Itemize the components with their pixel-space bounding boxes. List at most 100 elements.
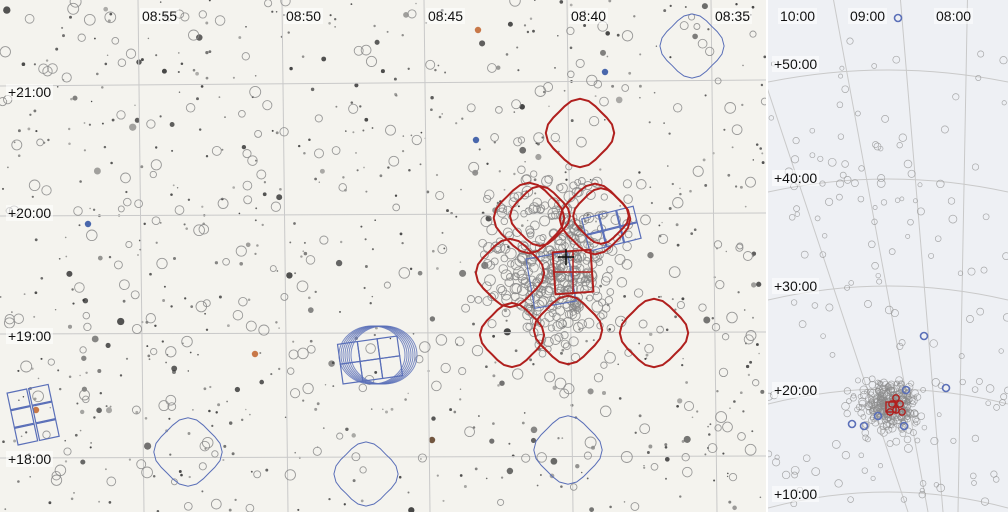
catalog-circle — [638, 319, 648, 329]
catalog-circle — [454, 336, 465, 347]
catalog-circle — [682, 466, 693, 478]
inset-catalog-circle — [857, 195, 865, 203]
star — [214, 261, 219, 265]
catalog-circle — [500, 217, 509, 226]
catalog-circle — [338, 183, 347, 192]
star — [173, 257, 176, 260]
catalog-circle — [583, 451, 592, 460]
catalog-circle — [487, 63, 497, 73]
star — [169, 122, 175, 127]
inset-catalog-circle — [886, 440, 894, 448]
star — [565, 178, 568, 181]
inset-catalog-circle — [841, 85, 849, 93]
catalog-circle — [679, 21, 689, 31]
star — [674, 308, 677, 311]
star — [532, 29, 535, 33]
star — [648, 444, 653, 449]
star — [125, 190, 128, 194]
inset-catalog-circle — [877, 463, 884, 469]
catalog-circle — [622, 179, 632, 189]
catalog-circle — [590, 229, 602, 241]
inset-catalog-circle — [843, 387, 852, 395]
star — [289, 66, 293, 71]
catalog-circle — [458, 367, 467, 376]
inset-catalog-circle — [836, 179, 845, 188]
catalog-circle — [572, 322, 584, 333]
catalog-circle — [517, 136, 526, 144]
star — [561, 437, 564, 439]
star — [741, 103, 744, 107]
star — [80, 459, 86, 465]
inset-catalog-circle — [947, 197, 956, 205]
inset-observation-marker — [888, 400, 896, 408]
catalog-circle — [760, 97, 766, 106]
star — [105, 405, 108, 408]
catalog-circle — [554, 302, 562, 310]
star — [49, 406, 52, 409]
star — [162, 299, 166, 302]
star — [618, 397, 622, 400]
inset-catalog-circle — [976, 307, 985, 316]
inset-catalog-circle — [992, 476, 1000, 483]
coordinate-grid — [0, 0, 766, 512]
inset-catalog-circle — [877, 426, 886, 435]
inset-catalog-circle — [985, 384, 995, 393]
catalog-circle — [606, 323, 616, 333]
catalog-circle — [522, 309, 534, 321]
inset-catalog-circle — [843, 409, 851, 418]
star — [138, 239, 141, 242]
inset-sky-view[interactable]: 10:00 09:00 08:00 +50:00 +40:00 +30:00 +… — [768, 0, 1008, 512]
star — [97, 255, 103, 261]
catalog-circle — [41, 185, 52, 196]
catalog-circle — [319, 235, 329, 245]
observation-region — [544, 97, 616, 169]
star — [759, 147, 762, 150]
star — [177, 52, 180, 54]
inset-catalog-circle — [876, 398, 884, 405]
star — [196, 34, 203, 41]
star — [177, 70, 180, 74]
star — [653, 91, 656, 94]
star — [35, 130, 38, 133]
star — [455, 122, 458, 125]
star — [107, 19, 111, 23]
inset-catalog-circle — [896, 142, 903, 149]
star — [594, 95, 597, 98]
inset-catalog-circle — [934, 235, 942, 242]
star — [496, 65, 501, 70]
catalog-circle — [576, 136, 587, 148]
catalog-circle — [461, 303, 471, 313]
catalog-circle — [557, 182, 568, 194]
star — [570, 119, 574, 123]
catalog-circle — [106, 476, 117, 487]
catalog-circle — [510, 292, 520, 302]
inset-catalog-circle — [825, 303, 834, 312]
star — [247, 298, 251, 302]
main-sky-view[interactable]: 08:55 08:50 08:45 08:40 08:35 +21:00 +20… — [0, 0, 766, 512]
star — [608, 328, 611, 331]
catalog-circle — [256, 169, 267, 180]
star — [125, 357, 129, 360]
star — [217, 403, 221, 407]
star — [409, 267, 413, 271]
star — [506, 467, 514, 475]
catalog-circle — [83, 13, 96, 26]
star — [278, 367, 281, 371]
catalog-circle — [174, 205, 185, 215]
star — [72, 95, 78, 101]
catalog-circle — [198, 224, 210, 235]
star — [192, 68, 196, 72]
star — [401, 33, 404, 37]
star — [221, 148, 224, 151]
inset-catalog-circle — [985, 400, 991, 406]
star — [523, 24, 527, 27]
catalog-circle — [528, 262, 539, 273]
star — [371, 248, 374, 251]
inset-catalog-circle — [869, 407, 874, 413]
bright-star — [84, 220, 92, 228]
star — [526, 30, 530, 34]
star — [195, 71, 199, 76]
catalog-circle — [32, 390, 44, 403]
catalog-circle — [419, 341, 431, 353]
star — [743, 309, 746, 311]
